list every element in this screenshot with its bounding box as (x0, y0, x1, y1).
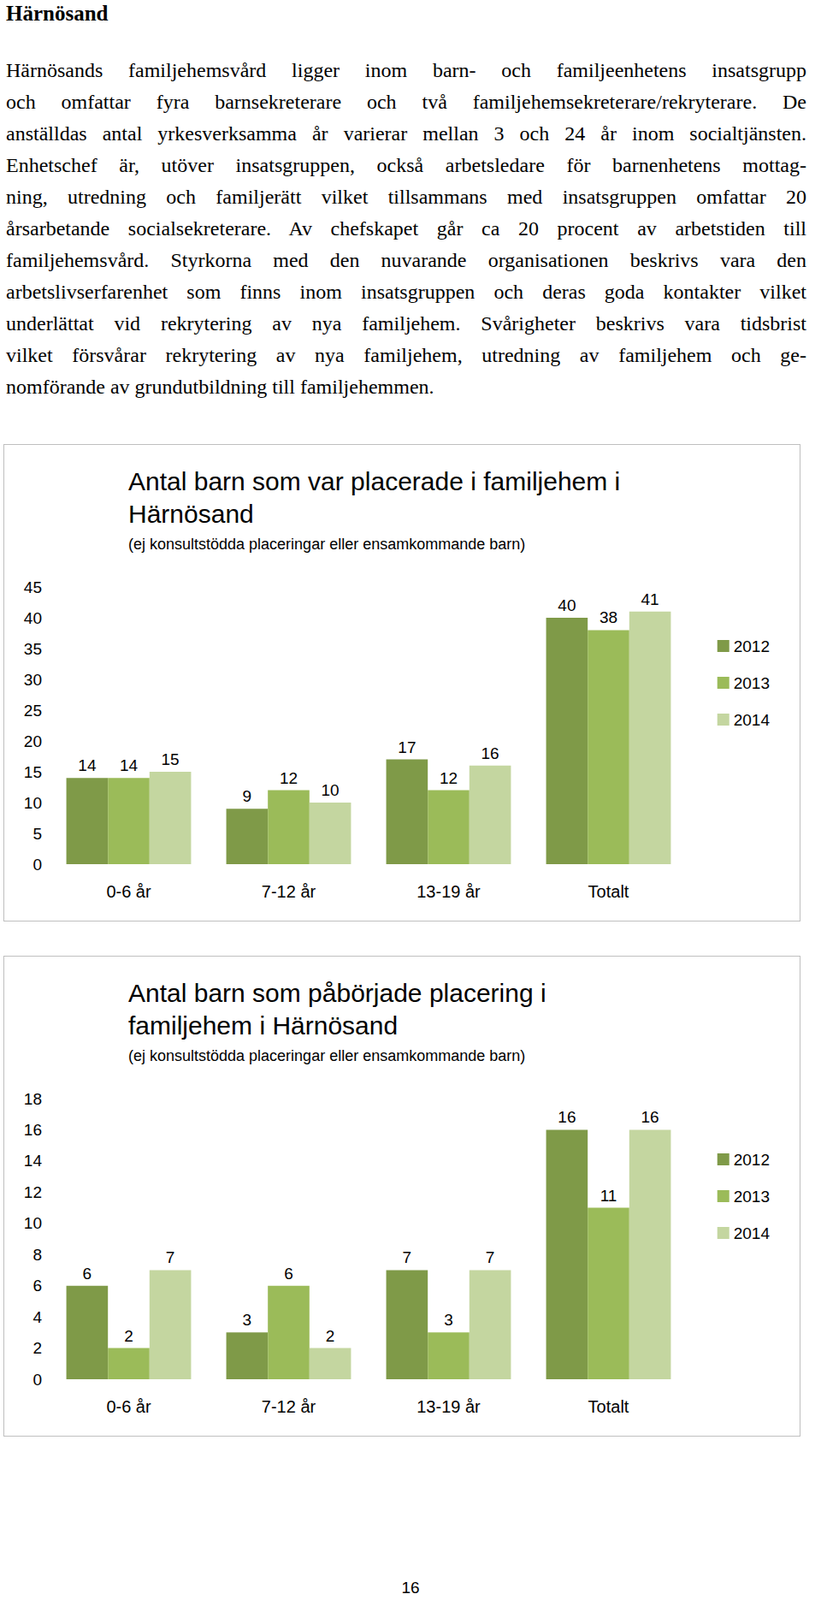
svg-text:14: 14 (119, 756, 139, 774)
svg-text:13-19 år: 13-19 år (416, 1396, 481, 1416)
svg-text:12: 12 (439, 768, 458, 787)
svg-text:16: 16 (641, 1107, 660, 1126)
svg-text:Härnösand: Härnösand (128, 499, 254, 528)
svg-text:2014: 2014 (733, 1223, 771, 1242)
html-text:nomförande av grundutbildning: nomförande av grundutbildning till famil… (5, 375, 435, 398)
svg-text:40: 40 (23, 608, 42, 627)
svg-text:45: 45 (23, 578, 42, 597)
svg-text:6: 6 (283, 1263, 294, 1282)
svg-text:2: 2 (325, 1326, 336, 1345)
svg-text:10: 10 (23, 1213, 42, 1232)
svg-text:18: 18 (23, 1089, 42, 1108)
svg-text:40: 40 (557, 596, 576, 615)
html-text:och omfattar fyra barnsekreter: och omfattar fyra barnsekreterare och tv… (5, 90, 807, 113)
svg-text:16: 16 (23, 1120, 42, 1139)
svg-text:12: 12 (23, 1182, 42, 1201)
svg-text:0-6 år: 0-6 år (106, 1396, 152, 1416)
svg-text:9: 9 (242, 786, 253, 805)
html-text:ning, utredning och familjerät: ning, utredning och familjerätt vilket t… (5, 185, 807, 208)
svg-text:10: 10 (23, 793, 42, 812)
html-text:Härnösand: Härnösand (5, 1, 109, 25)
html-text:underlättat vid rekrytering av: underlättat vid rekrytering av nya famil… (5, 312, 807, 335)
svg-text:7: 7 (165, 1247, 176, 1266)
svg-text:15: 15 (161, 750, 180, 768)
svg-text:(ej konsultstödda placeringar: (ej konsultstödda placeringar eller ensa… (128, 1046, 526, 1064)
html-text:vilket försvårar rekrytering a: vilket försvårar rekrytering av nya fami… (5, 343, 807, 367)
svg-text:Totalt: Totalt (588, 1396, 630, 1416)
svg-text:6: 6 (32, 1275, 42, 1294)
svg-text:6: 6 (82, 1263, 93, 1282)
svg-text:25: 25 (23, 701, 42, 720)
svg-text:2: 2 (32, 1338, 42, 1357)
svg-text:Antal barn som var placerade i: Antal barn som var placerade i familjehe… (128, 466, 628, 496)
svg-text:35: 35 (23, 639, 42, 658)
html-text:anställdas antal yrkesverksamm: anställdas antal yrkesverksamma år varie… (5, 122, 807, 145)
svg-text:14: 14 (23, 1151, 43, 1170)
svg-text:38: 38 (599, 608, 618, 627)
html-text:familjehemsvård. Styrkorna med: familjehemsvård. Styrkorna med den nuvar… (5, 248, 807, 272)
svg-text:2: 2 (124, 1326, 134, 1345)
svg-text:12: 12 (279, 768, 298, 787)
svg-text:Antal barn som påbörjade place: Antal barn som påbörjade placering i (128, 978, 554, 1007)
svg-text:11: 11 (600, 1186, 618, 1205)
svg-text:7: 7 (402, 1247, 413, 1266)
svg-text:13-19 år: 13-19 år (416, 881, 481, 901)
svg-text:7-12 år: 7-12 år (261, 881, 317, 901)
svg-text:3: 3 (242, 1310, 253, 1329)
svg-text:(ej konsultstödda placeringar: (ej konsultstödda placeringar eller ensa… (128, 535, 526, 553)
svg-text:16: 16 (557, 1107, 576, 1126)
svg-text:14: 14 (77, 756, 97, 774)
svg-text:17: 17 (397, 738, 416, 757)
svg-text:familjehem i Härnösand: familjehem i Härnösand (128, 1010, 398, 1040)
svg-text:7-12 år: 7-12 år (261, 1396, 317, 1416)
svg-text:0-6 år: 0-6 år (106, 881, 152, 901)
svg-text:41: 41 (641, 590, 660, 609)
svg-text:15: 15 (23, 762, 42, 781)
svg-text:7: 7 (485, 1247, 496, 1266)
svg-text:0: 0 (32, 1370, 42, 1389)
html-text:årsarbetande socialsekreterare: årsarbetande socialsekreterare. Av chefs… (5, 217, 807, 240)
html-text:Härnösands familjehemsvård lig: Härnösands familjehemsvård ligger inom b… (5, 59, 807, 82)
svg-text:Totalt: Totalt (588, 881, 630, 901)
svg-text:2012: 2012 (733, 637, 770, 656)
svg-text:8: 8 (32, 1245, 42, 1264)
svg-text:4: 4 (32, 1307, 42, 1326)
html-text:Enhetschef är, utöver insatsgr: Enhetschef är, utöver insatsgruppen, ock… (5, 153, 807, 177)
svg-text:0: 0 (32, 855, 42, 874)
svg-text:20: 20 (23, 732, 42, 751)
svg-text:2013: 2013 (733, 1187, 770, 1205)
html-text:16: 16 (401, 1577, 420, 1596)
svg-text:5: 5 (32, 824, 42, 843)
svg-text:2014: 2014 (733, 710, 771, 729)
svg-text:16: 16 (481, 744, 500, 762)
html-text:arbetslivserfarenhet som finns: arbetslivserfarenhet som finns inom insa… (5, 280, 807, 303)
svg-text:10: 10 (321, 780, 340, 799)
svg-text:3: 3 (443, 1310, 454, 1329)
svg-text:2013: 2013 (733, 673, 770, 692)
svg-text:2012: 2012 (733, 1150, 770, 1169)
svg-text:30: 30 (23, 670, 42, 689)
